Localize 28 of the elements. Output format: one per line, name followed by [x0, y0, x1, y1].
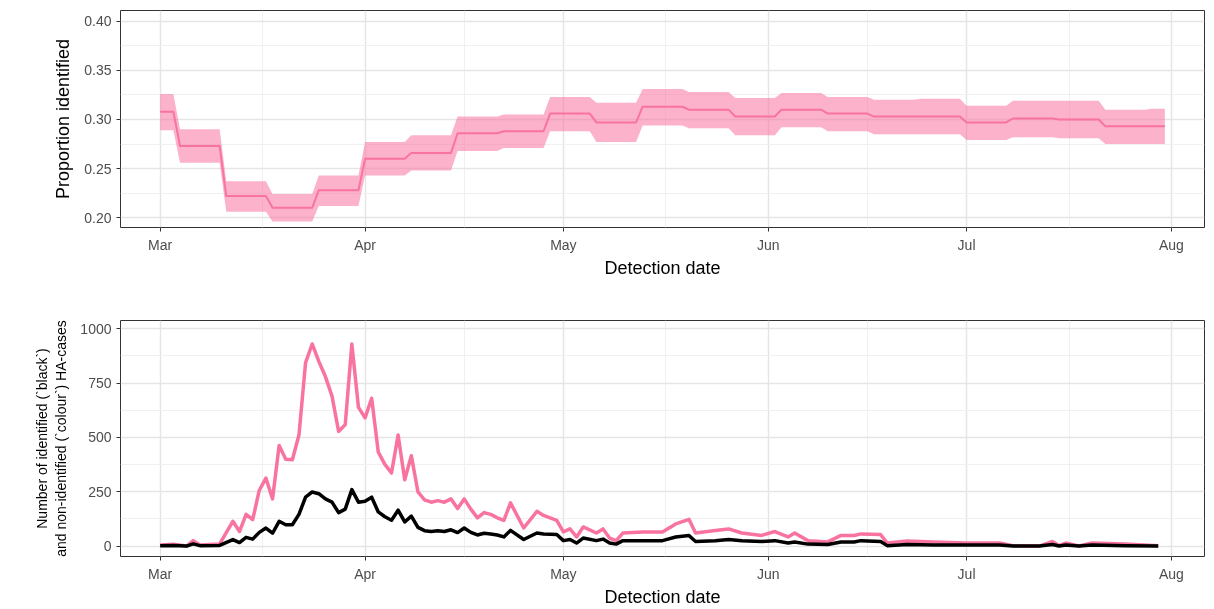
y-tick-label: 250: [88, 483, 112, 500]
x-tick-label: Jul: [957, 236, 976, 253]
x-tick-label: Mar: [148, 565, 173, 582]
y-tick-label: 0.35: [84, 62, 112, 79]
y-tick-label: 0.30: [84, 111, 112, 128]
x-tick-label: Apr: [354, 236, 377, 253]
y-tick-label: 0.20: [84, 209, 112, 226]
line-series: [158, 487, 1160, 548]
y-tick-label: 1000: [80, 320, 112, 337]
y-axis-title: Proportion identified: [53, 38, 74, 200]
y-tick-label: 0.25: [84, 160, 112, 177]
x-tick-label: Aug: [1159, 565, 1184, 582]
x-tick-label: Jun: [756, 565, 780, 582]
y-tick-label: 0.40: [84, 13, 112, 30]
x-tick-label: May: [550, 236, 577, 253]
x-axis-title: Detection date: [604, 257, 721, 278]
x-tick-label: Aug: [1159, 236, 1184, 253]
x-tick-label: Apr: [354, 565, 377, 582]
x-tick-label: Mar: [148, 236, 173, 253]
x-tick-label: Jul: [957, 565, 976, 582]
y-tick-label: 750: [88, 375, 112, 392]
x-axis-title: Detection date: [604, 586, 721, 607]
y-axis-title: Number of identified (`black`) and non-identified (`colour`) HA-cases: [34, 320, 70, 557]
y-tick-label: 500: [88, 429, 112, 446]
y-tick-label: 0: [103, 538, 112, 555]
x-tick-label: Jun: [756, 236, 780, 253]
line-series: [159, 105, 1166, 209]
x-tick-label: May: [550, 565, 577, 582]
